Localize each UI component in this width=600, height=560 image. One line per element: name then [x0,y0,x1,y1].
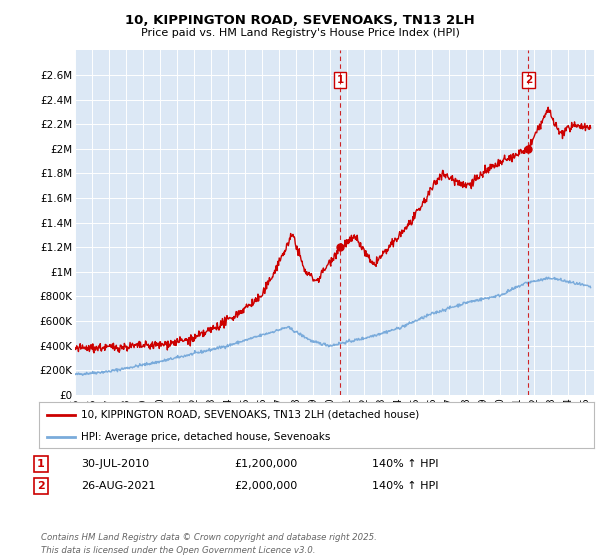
Text: 30-JUL-2010: 30-JUL-2010 [81,459,149,469]
Text: 2: 2 [37,481,44,491]
Text: Price paid vs. HM Land Registry's House Price Index (HPI): Price paid vs. HM Land Registry's House … [140,28,460,38]
Text: 1: 1 [337,75,344,85]
Text: 140% ↑ HPI: 140% ↑ HPI [372,459,439,469]
Text: £2,000,000: £2,000,000 [234,481,297,491]
Text: 26-AUG-2021: 26-AUG-2021 [81,481,155,491]
Text: 10, KIPPINGTON ROAD, SEVENOAKS, TN13 2LH: 10, KIPPINGTON ROAD, SEVENOAKS, TN13 2LH [125,14,475,27]
Text: 140% ↑ HPI: 140% ↑ HPI [372,481,439,491]
Text: HPI: Average price, detached house, Sevenoaks: HPI: Average price, detached house, Seve… [80,432,330,441]
Text: 2: 2 [525,75,532,85]
Text: Contains HM Land Registry data © Crown copyright and database right 2025.
This d: Contains HM Land Registry data © Crown c… [41,533,377,554]
Text: £1,200,000: £1,200,000 [234,459,297,469]
Text: 1: 1 [37,459,44,469]
Text: 10, KIPPINGTON ROAD, SEVENOAKS, TN13 2LH (detached house): 10, KIPPINGTON ROAD, SEVENOAKS, TN13 2LH… [80,410,419,420]
